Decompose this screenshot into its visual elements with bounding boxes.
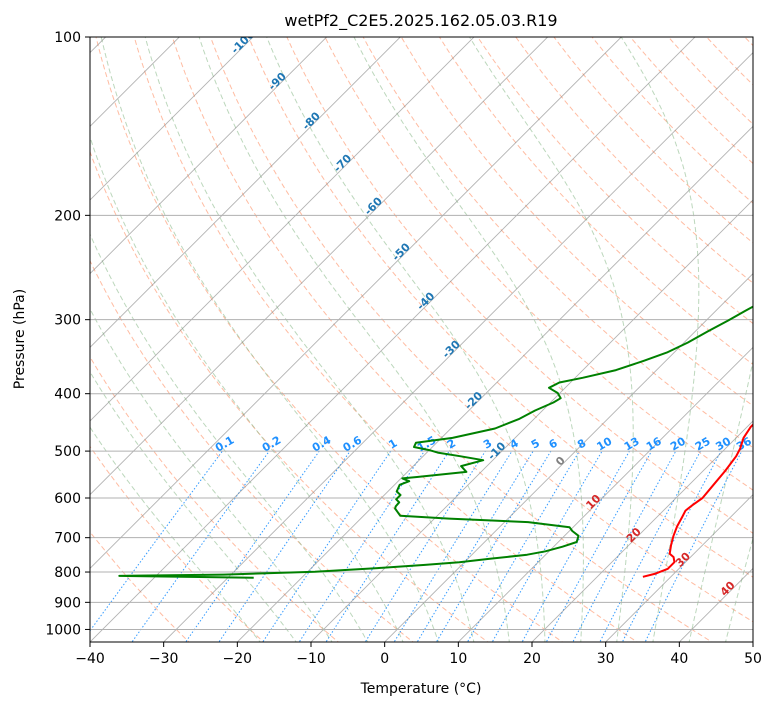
dry-adiabat (209, 37, 753, 623)
mixing-ratio-line (599, 450, 701, 642)
isotherms (90, 37, 753, 642)
dry-adiabat (629, 37, 753, 165)
isotherm (163, 52, 753, 642)
isotherm (90, 37, 401, 348)
y-tick-label: 700 (54, 531, 81, 547)
moist-adiabat (90, 426, 261, 642)
dry-adiabat (515, 37, 753, 284)
profile-series (118, 305, 753, 579)
y-axis-label: Pressure (hPa) (12, 289, 28, 389)
y-tick-label: 1000 (45, 622, 81, 638)
mixing-ratio-line (621, 450, 722, 642)
x-tick-label: −10 (296, 651, 326, 667)
x-tick-label: 20 (523, 651, 541, 667)
y-tick-label: 300 (54, 313, 81, 329)
pressure-gridlines (90, 37, 753, 630)
mixing-ratio-line (185, 450, 320, 642)
mixing-ratio-line (131, 450, 270, 642)
mixing-ratio-line (491, 450, 603, 642)
moist-adiabat (90, 370, 297, 642)
x-tick-label: 40 (670, 651, 688, 667)
y-tick-label: 600 (54, 491, 81, 507)
isotherm (531, 420, 753, 642)
isotherm (90, 37, 622, 569)
mixing-ratio-line (393, 450, 513, 642)
dry-adiabat (591, 37, 753, 204)
dry-adiabat (133, 37, 638, 642)
mixing-ratio-line (644, 450, 743, 642)
x-axis-ticks: −40 −30 −20 −10 0 10 20 30 40 50 (75, 642, 762, 667)
mixing-ratio-line (262, 450, 392, 642)
isotherm (384, 273, 753, 642)
mixing-ratio-line (466, 450, 580, 642)
plot-frame (89, 36, 754, 643)
mixing-ratio-line (416, 450, 534, 642)
dry-adiabat (90, 150, 489, 642)
mixing-ratio-line (90, 450, 223, 632)
isotherm (310, 199, 753, 642)
x-axis-label: Temperature (°C) (360, 681, 482, 697)
plot-area: -100-90-80-70-60-50-40-30-20-10 010203040… (90, 37, 754, 642)
dry-adiabat (90, 531, 190, 642)
mixing-ratio-line (218, 450, 351, 642)
y-tick-label: 100 (54, 30, 81, 46)
y-tick-label: 900 (54, 595, 81, 611)
x-tick-label: 10 (449, 651, 467, 667)
isotherm (90, 37, 328, 275)
isotherm (236, 125, 753, 642)
dry-adiabat (90, 445, 265, 642)
dry-adiabat (95, 37, 564, 642)
isotherm (605, 494, 753, 642)
moist-adiabat (100, 37, 440, 642)
x-tick-label: −20 (223, 651, 253, 667)
y-tick-label: 500 (54, 444, 81, 460)
x-tick-label: 30 (597, 651, 615, 667)
x-tick-label: −30 (149, 651, 179, 667)
x-tick-label: −40 (75, 651, 105, 667)
y-tick-label: 800 (54, 565, 81, 581)
dry-adiabats (90, 37, 753, 642)
chart-title: wetPf2_C2E5.2025.162.05.03.R19 (284, 11, 557, 31)
dry-adiabat (400, 37, 753, 407)
dry-adiabat (286, 37, 753, 534)
mixing-ratio-line (435, 450, 552, 642)
isotherm (90, 37, 696, 642)
isotherm (90, 37, 475, 422)
dry-adiabat (90, 259, 414, 642)
y-tick-label: 400 (54, 387, 81, 403)
mixing-ratio-line (572, 450, 677, 642)
dry-adiabat (248, 37, 753, 578)
isotherm (457, 346, 753, 642)
x-tick-label: 50 (744, 651, 762, 667)
x-tick-label: 0 (380, 651, 389, 667)
isotherm (90, 37, 549, 496)
mixing-ratio-line (364, 450, 486, 642)
dewpoint-line (118, 305, 753, 579)
y-axis-ticks: 100 200 300 400 500 600 700 800 900 1000 (45, 30, 90, 638)
temperature-line (642, 423, 753, 578)
isotherm (90, 37, 254, 201)
mixing-ratio-label: 36 (734, 434, 754, 453)
y-tick-label: 200 (54, 208, 81, 224)
dry-adiabat (438, 37, 753, 366)
